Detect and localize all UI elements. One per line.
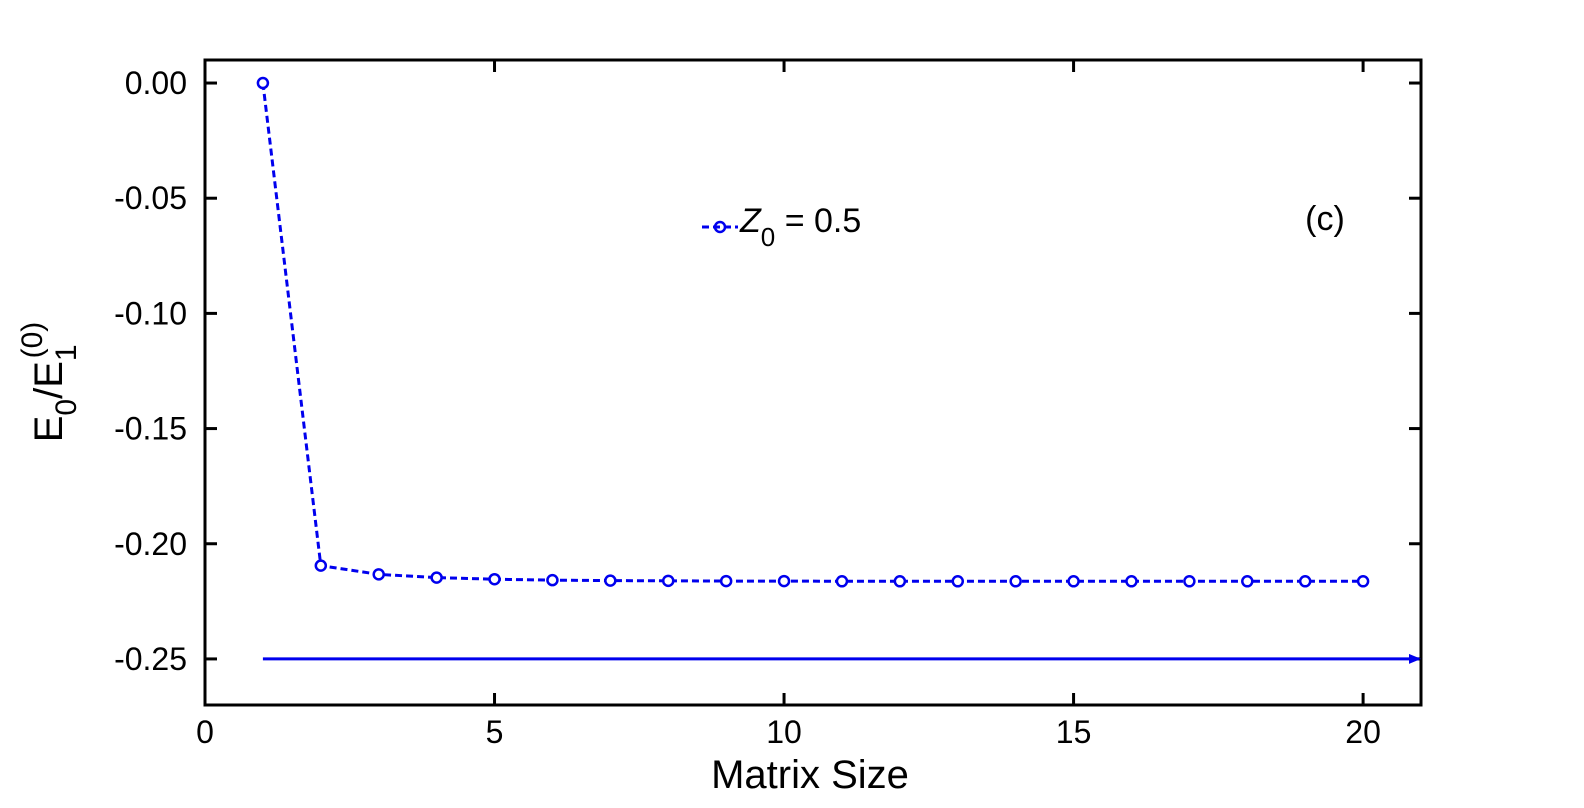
data-point [314,559,328,572]
y-label-sub2: 1 [50,344,83,361]
data-point [372,568,385,581]
panel-annotation: (c) [1305,200,1345,238]
y-label-main: E [27,416,71,443]
y-tick-label: -0.10 [114,295,187,331]
data-point [546,573,559,587]
y-label-sub1: 0 [50,399,83,416]
data-point [1125,575,1138,588]
y-label-sup: (0) [16,322,49,359]
legend-label: Z0 = 0.5 [739,202,861,252]
data-point [835,575,849,588]
series-points [256,76,1370,588]
data-point [488,572,501,586]
data-point [1067,575,1080,588]
x-axis-label: Matrix Size [711,753,909,797]
data-point [1183,575,1196,588]
data-point [893,575,907,588]
data-point [1356,575,1370,588]
data-point [661,574,675,588]
x-tick-label: 20 [1345,714,1381,750]
legend-symbol: Z [739,202,762,240]
x-tick-label: 10 [766,714,802,750]
series-line-z0-0-5 [261,82,1364,583]
y-tick-label: -0.25 [114,641,187,677]
y-tick-label: 0.00 [125,65,187,101]
data-point [1241,575,1254,588]
y-axis-ticks: 0.00 -0.05 -0.10 -0.15 -0.20 -0.25 [114,65,1421,677]
y-axis-label: E0/E1(0) [16,322,83,443]
data-point [1298,575,1312,588]
x-axis-ticks: 0 5 10 15 20 [196,60,1381,750]
data-point [604,574,617,587]
data-point [719,574,733,588]
y-label-slash: /E [27,361,71,399]
data-point [256,76,270,90]
x-tick-label: 0 [196,714,214,750]
y-tick-label: -0.20 [114,526,187,562]
legend: Z0 = 0.5 [702,202,861,252]
data-point [430,571,443,584]
legend-subscript: 0 [761,222,775,252]
data-point [1009,575,1022,588]
y-tick-label: -0.15 [114,411,187,447]
plot-frame [203,58,1423,707]
x-tick-label: 5 [486,714,504,750]
legend-marker-symbol [713,220,727,234]
legend-value: = 0.5 [775,202,861,240]
x-tick-label: 15 [1056,714,1092,750]
data-point [951,575,965,588]
y-tick-label: -0.05 [114,180,187,216]
data-point [777,574,791,588]
